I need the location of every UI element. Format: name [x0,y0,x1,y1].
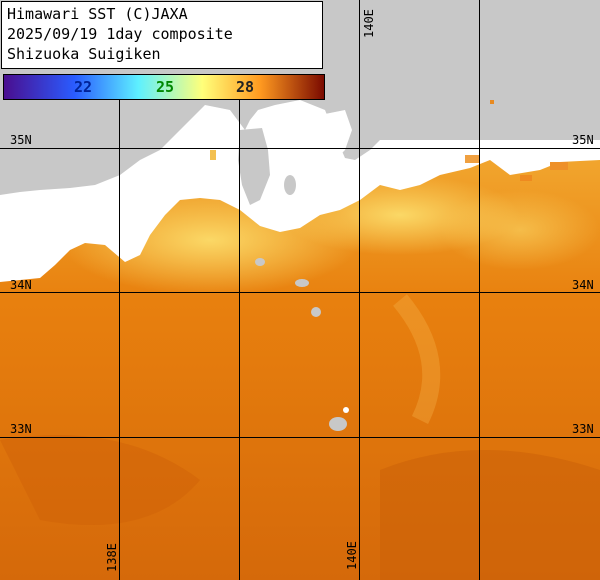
eddy [0,435,200,525]
sst-pixel [465,155,479,163]
lat-label-33n-right: 33N [572,422,594,436]
lon-label-138e-bottom: 138E [105,543,119,572]
island [255,258,265,266]
land-boso-peninsula [345,40,465,150]
colorbar-tick-25: 25 [156,78,175,96]
sst-pixel [550,162,568,170]
lon-label-140e-top: 140E [362,9,376,38]
island-miyake [329,417,347,431]
tokyo-bay [320,110,352,160]
island [295,279,309,287]
title-line-3: Shizuoka Suigiken [7,45,161,63]
land-izu-peninsula [238,128,270,205]
title-box: Himawari SST (C)JAXA 2025/09/19 1day com… [1,1,323,69]
sst-pixel [490,100,494,104]
lon-label-140e-bottom: 140E [345,541,359,570]
lat-label-33n-left: 33N [10,422,32,436]
eddy [392,294,441,425]
eddy [380,450,600,580]
sst-pixel [210,150,216,160]
lat-label-34n-right: 34N [572,278,594,292]
colorbar-tick-28: 28 [236,78,255,96]
lat-label-35n-right: 35N [572,133,594,147]
title-line-2: 2025/09/19 1day composite [7,25,233,43]
island-spot [343,407,349,413]
sst-pixel [520,175,532,181]
lat-label-35n-left: 35N [10,133,32,147]
lat-label-34n-left: 34N [10,278,32,292]
color-scale-bar: 22 25 28 [3,74,325,100]
warm-patch [440,190,600,270]
cloud-mask [0,140,600,282]
island [284,175,296,195]
island [311,307,321,317]
title-line-1: Himawari SST (C)JAXA [7,5,188,23]
colorbar-tick-22: 22 [74,78,93,96]
